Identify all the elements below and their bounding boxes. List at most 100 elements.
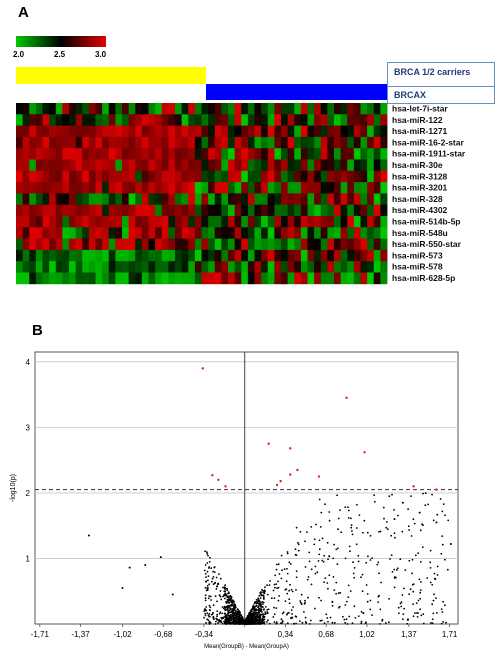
heatmap-cell xyxy=(208,125,216,138)
heatmap-cell xyxy=(161,125,169,138)
heatmap-cell xyxy=(347,227,355,239)
data-point xyxy=(361,573,364,576)
data-point xyxy=(431,583,434,586)
heatmap-cell xyxy=(281,227,289,239)
heatmap-cell xyxy=(307,136,315,149)
heatmap-cell xyxy=(367,227,375,239)
heatmap-cell xyxy=(340,182,348,194)
heatmap-cell xyxy=(327,148,335,160)
heatmap-cell xyxy=(294,216,302,228)
heatmap-cell xyxy=(55,159,63,172)
data-point xyxy=(417,552,419,555)
heatmap-cell xyxy=(261,204,269,217)
data-point xyxy=(379,608,382,611)
heatmap-cell xyxy=(254,170,262,183)
heatmap-cell xyxy=(334,272,342,285)
heatmap-cell xyxy=(88,272,96,285)
heatmap-cell xyxy=(62,261,70,273)
data-point xyxy=(441,543,444,546)
heatmap-cell xyxy=(69,114,77,126)
heatmap-cell xyxy=(327,159,335,172)
heatmap-cell xyxy=(115,125,123,138)
data-point xyxy=(416,616,419,618)
heatmap-cell xyxy=(35,204,43,217)
data-point xyxy=(286,567,288,570)
data-point xyxy=(436,574,439,576)
data-point xyxy=(253,613,255,616)
data-point xyxy=(214,595,217,597)
heatmap-cell xyxy=(334,182,342,194)
heatmap-cell xyxy=(155,125,163,138)
heatmap-cell xyxy=(122,159,130,172)
heatmap-cell xyxy=(307,170,315,183)
data-point xyxy=(360,576,362,579)
heatmap-cell xyxy=(327,170,335,183)
data-point xyxy=(206,570,209,573)
heatmap-cell xyxy=(261,125,269,138)
data-point xyxy=(407,525,410,528)
data-point xyxy=(258,595,261,597)
heatmap-cell xyxy=(214,148,222,160)
data-point xyxy=(205,576,207,579)
data-point xyxy=(252,606,255,609)
heatmap-cell xyxy=(334,125,342,138)
heatmap-cell xyxy=(254,182,262,194)
data-point xyxy=(349,590,352,592)
data-point xyxy=(261,611,263,613)
heatmap-cell xyxy=(334,103,342,115)
data-point xyxy=(382,506,385,509)
plot-frame xyxy=(34,351,459,625)
heatmap-cell xyxy=(234,148,242,160)
heatmap-cell xyxy=(88,148,96,160)
data-point xyxy=(407,508,409,511)
heatmap-cell xyxy=(367,204,375,217)
heatmap-cell xyxy=(188,170,196,183)
heatmap-cell xyxy=(254,249,262,262)
heatmap-cell xyxy=(161,114,169,126)
data-point xyxy=(344,604,347,606)
heatmap-cell xyxy=(181,148,189,160)
data-point xyxy=(295,589,297,591)
heatmap-cell xyxy=(221,216,229,228)
data-point xyxy=(280,618,283,621)
data-point xyxy=(219,611,222,614)
y-tick-label: 4 xyxy=(26,358,31,367)
data-point xyxy=(267,608,270,611)
heatmap-cell xyxy=(115,261,123,273)
heatmap-cell xyxy=(69,103,77,115)
data-point xyxy=(204,612,207,615)
heatmap-cell xyxy=(221,125,229,138)
data-point xyxy=(221,622,224,625)
heatmap-cell xyxy=(380,261,388,273)
data-point xyxy=(290,609,293,611)
heatmap-cell xyxy=(115,216,123,228)
data-point xyxy=(231,612,234,615)
data-point xyxy=(281,569,283,572)
heatmap-cell xyxy=(247,136,255,149)
heatmap-cell xyxy=(347,125,355,138)
heatmap-cell xyxy=(241,148,249,160)
heatmap-cell xyxy=(75,103,83,115)
data-point xyxy=(234,622,237,625)
data-point xyxy=(274,574,277,577)
data-point xyxy=(352,572,355,575)
data-point xyxy=(273,613,276,616)
heatmap-cell xyxy=(373,249,381,262)
heatmap-cell xyxy=(294,148,302,160)
data-point xyxy=(223,622,226,625)
data-point xyxy=(447,519,450,522)
data-point xyxy=(224,584,227,587)
data-point xyxy=(442,600,444,603)
data-point xyxy=(439,498,442,500)
data-point xyxy=(233,612,236,615)
heatmap-cell xyxy=(181,136,189,149)
heatmap-cell xyxy=(141,159,149,172)
data-point xyxy=(241,621,244,623)
heatmap-cell xyxy=(29,136,37,149)
heatmap-cell xyxy=(102,125,110,138)
data-point xyxy=(264,586,266,589)
heatmap-cell xyxy=(267,159,275,172)
data-point xyxy=(344,557,347,560)
data-point xyxy=(266,608,269,611)
heatmap-cell xyxy=(281,148,289,160)
